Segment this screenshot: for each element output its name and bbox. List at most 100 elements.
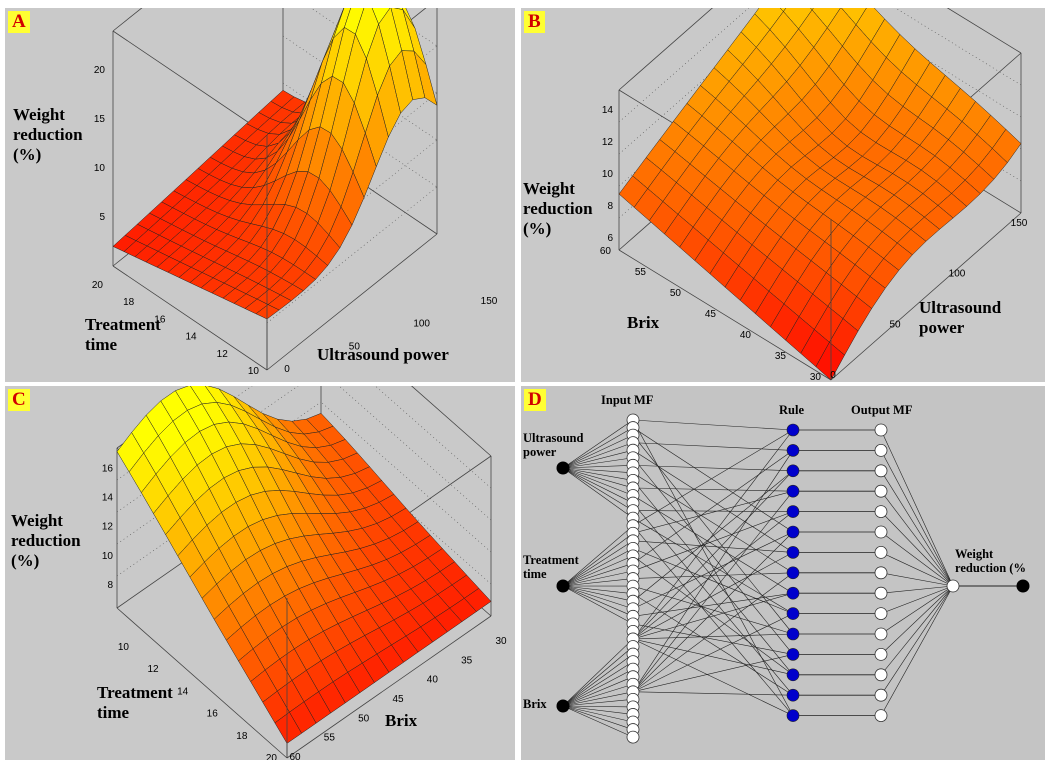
- box-edge: [286, 615, 492, 759]
- y-tick-label: 60: [600, 246, 612, 257]
- connection-line: [880, 585, 954, 614]
- connection-line: [880, 511, 954, 587]
- y-axis-label: Treatment: [97, 683, 173, 702]
- y-tick-label: 10: [248, 366, 260, 377]
- y-tick-label: 35: [775, 351, 787, 362]
- y-tick-label: 55: [635, 267, 647, 278]
- connection-line: [632, 450, 794, 692]
- z-axis-label: Weight: [523, 179, 575, 198]
- rule-node: [786, 709, 800, 722]
- connection-line: [632, 593, 794, 696]
- connection-line: [632, 510, 794, 512]
- y-tick-label: 18: [123, 297, 135, 308]
- connection-line: [562, 676, 634, 707]
- connection-line: [880, 585, 954, 635]
- input-node: [556, 699, 570, 713]
- rule-node: [786, 668, 800, 682]
- z-tick-label: 10: [602, 169, 614, 180]
- z-tick-label: 8: [607, 201, 613, 212]
- connection-line: [632, 613, 794, 693]
- connection-line: [562, 563, 634, 587]
- x-tick-label: 35: [461, 655, 473, 666]
- panel-tag-a: A: [8, 11, 30, 33]
- box-edge: [830, 212, 1022, 381]
- box-edge: [116, 607, 288, 759]
- connection-line: [562, 434, 634, 469]
- connection-line: [562, 467, 634, 481]
- output-mf-node: [874, 545, 888, 559]
- connection-line: [632, 472, 794, 574]
- z-tick-label: 20: [94, 65, 106, 76]
- z-axis-label: (%): [11, 551, 39, 570]
- connection-line: [562, 705, 634, 738]
- y-tick-label: 16: [207, 709, 219, 720]
- panel-a: 0 50 100 150 10 12 14 16 18 20 5 10 15 20 Weight reduct…: [5, 8, 515, 382]
- x-tick-label: 0: [830, 370, 836, 381]
- x-tick-label: 50: [358, 713, 370, 724]
- connection-line: [562, 691, 634, 707]
- connection-line: [880, 491, 954, 587]
- input-node: [556, 461, 570, 475]
- grid-line: [266, 186, 438, 324]
- connection-line: [562, 705, 634, 723]
- x-axis-label: Ultrasound: [919, 298, 1002, 317]
- connection-line: [632, 540, 794, 553]
- y-tick-label: 20: [266, 753, 278, 760]
- input-label-ultrasound-power: Ultrasound: [523, 431, 583, 445]
- z-axis-label: reduction: [11, 531, 81, 550]
- connection-line: [632, 457, 794, 655]
- surface-plot-a: 0 50 100 150 10 12 14 16 18 20 5 10 15 20 Weightreduct…: [13, 8, 498, 377]
- z-axis-label: Weight: [11, 511, 63, 530]
- x-tick-label: 55: [324, 733, 336, 744]
- connection-line: [562, 467, 634, 519]
- z-axis-label: reduction: [523, 199, 593, 218]
- connection-line: [562, 585, 634, 602]
- input-label-treatment-time: Treatment: [523, 553, 580, 567]
- connection-line: [562, 661, 634, 707]
- connection-line: [562, 457, 634, 469]
- z-axis-label: reduction: [13, 125, 83, 144]
- output-mf-node: [874, 586, 888, 600]
- input-node: [556, 579, 570, 593]
- panel-tag-b: B: [524, 11, 545, 33]
- connection-line: [562, 646, 634, 707]
- rule-node: [786, 423, 800, 437]
- connection-line: [562, 427, 634, 469]
- x-axis-label: power: [919, 318, 965, 337]
- connection-line: [880, 585, 954, 716]
- connection-line: [562, 548, 634, 587]
- output-mf-node: [874, 668, 888, 682]
- connection-line: [880, 572, 954, 587]
- output-label-weight-reduction: Weight: [955, 547, 994, 561]
- z-axis-label: Weight: [13, 105, 65, 124]
- connection-line: [632, 531, 794, 610]
- box-edge: [618, 249, 832, 381]
- z-tick-label: 12: [102, 522, 114, 533]
- x-tick-label: 40: [427, 675, 439, 686]
- rule-node: [786, 607, 800, 620]
- connection-line: [562, 540, 634, 587]
- rule-node: [786, 586, 800, 600]
- y-axis-label: time: [85, 335, 118, 354]
- y-tick-label: 16: [154, 314, 166, 325]
- connection-line: [632, 449, 794, 553]
- connection-line: [632, 572, 794, 693]
- panel-b: 0 50 100 150 30 35 40 45 50 55 60 6 8 10 12 14 Weight red…: [521, 8, 1045, 382]
- rule-node: [786, 688, 800, 702]
- y-tick-label: 10: [118, 642, 130, 653]
- rule-node: [786, 627, 800, 641]
- connection-line: [632, 465, 794, 472]
- box-edge: [618, 8, 713, 91]
- connection-line: [632, 525, 794, 716]
- panel-tag-c: C: [8, 389, 30, 411]
- z-axis-label: (%): [523, 219, 551, 238]
- x-tick-label: 30: [495, 636, 507, 647]
- connection-line: [632, 470, 794, 602]
- x-tick-label: 60: [289, 752, 301, 760]
- connection-line: [632, 480, 794, 675]
- x-tick-label: 150: [481, 296, 498, 307]
- input-label-brix: Brix: [523, 697, 547, 711]
- y-tick-label: 12: [217, 349, 229, 360]
- connection-line: [632, 633, 794, 640]
- y-axis-label: Treatment: [85, 315, 161, 334]
